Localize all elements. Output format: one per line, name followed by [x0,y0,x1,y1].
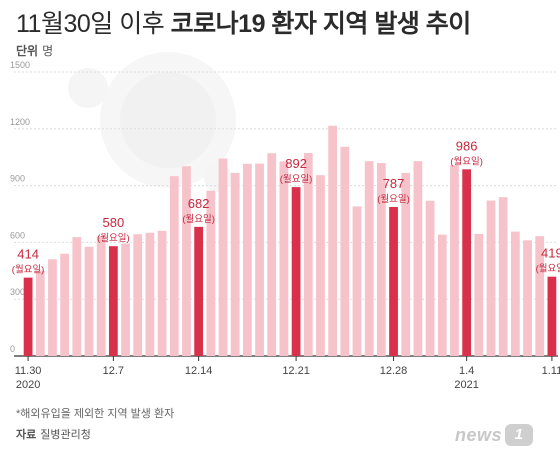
bar [486,200,496,356]
data-label-note: (월요일) [536,263,560,275]
x-tick-label: 12.14 [185,365,213,377]
bar-highlight [547,276,557,356]
unit-value: 명 [42,44,54,58]
data-labels: 414 (월요일) 580 (월요일) 682 (월요일) 892 (월요일) 787 (월요일)… [12,138,560,275]
bar-highlight [23,277,33,356]
bar-highlight [462,169,472,356]
bar [328,125,338,357]
x-tick-year: 2020 [16,379,40,391]
data-label-value: 419 [541,246,560,261]
bar [206,190,216,356]
bar-highlight [194,226,204,356]
source-value: 질병관리청 [40,429,91,441]
bar [267,153,277,356]
x-tick-label: 1.11 [542,365,560,377]
data-label-value: 414 [17,247,39,262]
bar [437,234,447,356]
title-bold: 코로나19 환자 지역 발생 추이 [170,10,472,38]
data-label-value: 892 [285,156,307,171]
data-label-value: 580 [103,215,125,230]
bar [157,230,167,356]
data-label-note: (월요일) [280,173,313,185]
bar-highlight [389,206,398,356]
footnote: *해외유입을 제외한 지역 발생 환자 [16,408,175,420]
bar [121,243,130,356]
bar [96,236,106,356]
news1-logo: news 1 [455,422,534,448]
y-tick-label: 1200 [10,117,30,127]
source-label: 자료 [16,429,37,441]
data-label-value: 986 [456,138,478,153]
data-label-value: 682 [188,196,210,211]
bar [340,146,350,356]
bar [133,234,143,356]
bar [169,176,179,356]
data-label-note: (월요일) [12,264,45,276]
bar [242,163,252,356]
bar [35,270,45,356]
data-label-note: (월요일) [450,155,483,167]
logo-badge: 1 [505,424,534,446]
bar [255,163,264,356]
bar [535,236,545,356]
chart-title: 11월30일 이후 코로나19 환자 지역 발생 추이 [16,4,471,40]
x-tick-label: 12.21 [282,365,310,377]
source-note: 자료 질병관리청 [16,426,91,442]
y-tick-label: 900 [10,174,25,184]
y-axis-ticks: 0 300 600 900 1200 1500 [10,60,30,354]
bar-chart: 0 300 600 900 1200 1500 414 (월요일) 580 (월요일) 682 (월… [10,52,560,391]
y-tick-label: 1500 [10,60,30,70]
data-label-note: (월요일) [97,232,130,244]
bar [510,231,520,356]
bar [230,172,240,356]
unit-note: 단위 명 [16,42,53,59]
bar [523,240,532,356]
x-tick-label: 11.30 [15,365,42,377]
logo-text: news [455,424,503,445]
data-label-note: (월요일) [377,193,410,205]
bar [498,197,508,356]
bar [48,259,57,356]
y-tick-label: 600 [10,230,25,240]
x-axis-ticks: 11.30 2020 12.7 12.14 12.21 12.28 1.4 2021 1.11 [15,356,560,391]
unit-label: 단위 [16,44,39,58]
x-tick-label: 1.4 [459,365,474,377]
bar [279,161,289,356]
bar [401,172,411,356]
bar [352,206,362,356]
x-tick-label: 12.28 [380,365,408,377]
title-light: 11월30일 이후 [16,10,165,38]
y-tick-label: 300 [10,287,25,297]
bars [23,125,557,357]
virus-illustration [68,52,236,192]
y-tick-label: 0 [10,344,15,354]
bar [72,237,82,356]
bar [84,246,94,356]
x-tick-label: 12.7 [103,365,124,377]
bar [182,166,191,356]
bar [364,161,374,356]
bar [376,163,386,356]
bar [303,153,313,356]
bar [450,165,459,356]
bar [218,158,228,356]
bar-highlight [291,187,301,356]
data-label-value: 787 [383,176,405,191]
bar [474,233,484,356]
bar-highlight [108,246,118,356]
x-tick-year: 2021 [454,379,478,391]
bar [413,161,423,356]
bar [425,200,435,356]
bar [60,253,70,356]
bar [145,232,155,356]
bar [316,175,325,356]
data-label-note: (월요일) [182,213,215,225]
